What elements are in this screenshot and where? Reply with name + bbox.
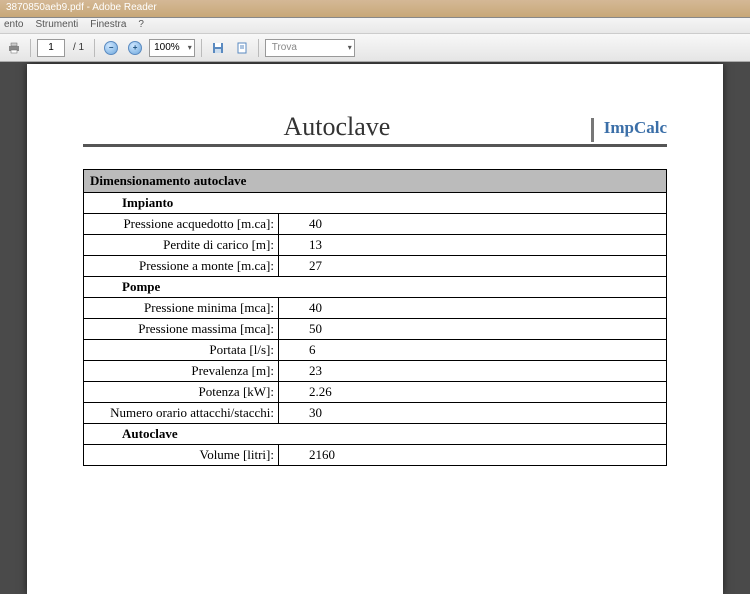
section-heading: Pompe xyxy=(84,277,667,298)
print-icon xyxy=(7,41,21,55)
toolbar-separator xyxy=(258,39,259,57)
row-label: Prevalenza [m]: xyxy=(84,361,279,382)
document-brand: ImpCalc xyxy=(591,118,667,142)
zoom-select[interactable]: 100% xyxy=(149,39,195,57)
document-title: Autoclave xyxy=(83,112,591,142)
toolbar-separator xyxy=(94,39,95,57)
section-heading: Impianto xyxy=(84,193,667,214)
row-label: Pressione a monte [m.ca]: xyxy=(84,256,279,277)
section-heading: Autoclave xyxy=(84,424,667,445)
window-titlebar: 3870850aeb9.pdf - Adobe Reader xyxy=(0,0,750,18)
row-value: 23 xyxy=(279,361,667,382)
table-row: Portata [l/s]:6 xyxy=(84,340,667,361)
table-row: Pressione acquedotto [m.ca]:40 xyxy=(84,214,667,235)
row-label: Pressione acquedotto [m.ca]: xyxy=(84,214,279,235)
row-value: 13 xyxy=(279,235,667,256)
toolbar-separator xyxy=(201,39,202,57)
toolbar: / 1 − + 100% Trova xyxy=(0,34,750,62)
row-value: 30 xyxy=(279,403,667,424)
table-row: Pressione massima [mca]:50 xyxy=(84,319,667,340)
document-area: Autoclave ImpCalc Dimensionamento autocl… xyxy=(0,62,750,594)
row-value: 6 xyxy=(279,340,667,361)
table-row: Prevalenza [m]:23 xyxy=(84,361,667,382)
table-row: Potenza [kW]:2.26 xyxy=(84,382,667,403)
row-label: Portata [l/s]: xyxy=(84,340,279,361)
row-label: Perdite di carico [m]: xyxy=(84,235,279,256)
table-row: Perdite di carico [m]:13 xyxy=(84,235,667,256)
minus-icon: − xyxy=(104,41,118,55)
table-row: Pressione minima [mca]:40 xyxy=(84,298,667,319)
row-value: 27 xyxy=(279,256,667,277)
zoom-in-button[interactable]: + xyxy=(125,38,145,58)
table-row: Pressione a monte [m.ca]:27 xyxy=(84,256,667,277)
page-icon xyxy=(235,41,249,55)
table-row: Volume [litri]:2160 xyxy=(84,445,667,466)
save-button[interactable] xyxy=(208,38,228,58)
menu-bar: ento Strumenti Finestra ? xyxy=(0,18,750,34)
menu-item-ento[interactable]: ento xyxy=(4,19,23,32)
spec-table: Dimensionamento autoclave Impianto Press… xyxy=(83,169,667,466)
row-value: 40 xyxy=(279,214,667,235)
table-title-cell: Dimensionamento autoclave xyxy=(84,170,667,193)
find-input[interactable]: Trova xyxy=(265,39,355,57)
row-value: 50 xyxy=(279,319,667,340)
row-value: 2160 xyxy=(279,445,667,466)
plus-icon: + xyxy=(128,41,142,55)
zoom-value: 100% xyxy=(154,42,180,53)
row-value: 2.26 xyxy=(279,382,667,403)
zoom-out-button[interactable]: − xyxy=(101,38,121,58)
document-header: Autoclave ImpCalc xyxy=(83,112,667,147)
attach-button[interactable] xyxy=(232,38,252,58)
row-label: Numero orario attacchi/stacchi: xyxy=(84,403,279,424)
row-label: Volume [litri]: xyxy=(84,445,279,466)
menu-item-help[interactable]: ? xyxy=(138,19,144,32)
pdf-page: Autoclave ImpCalc Dimensionamento autocl… xyxy=(27,64,723,594)
print-button[interactable] xyxy=(4,38,24,58)
row-value: 40 xyxy=(279,298,667,319)
row-label: Pressione massima [mca]: xyxy=(84,319,279,340)
row-label: Pressione minima [mca]: xyxy=(84,298,279,319)
row-label: Potenza [kW]: xyxy=(84,382,279,403)
toolbar-separator xyxy=(30,39,31,57)
find-placeholder: Trova xyxy=(272,42,297,53)
window-title: 3870850aeb9.pdf - Adobe Reader xyxy=(6,2,157,13)
table-row: Numero orario attacchi/stacchi:30 xyxy=(84,403,667,424)
menu-item-finestra[interactable]: Finestra xyxy=(90,19,126,32)
page-total-label: / 1 xyxy=(69,42,88,53)
page-number-input[interactable] xyxy=(37,39,65,57)
menu-item-strumenti[interactable]: Strumenti xyxy=(35,19,78,32)
save-icon xyxy=(211,41,225,55)
